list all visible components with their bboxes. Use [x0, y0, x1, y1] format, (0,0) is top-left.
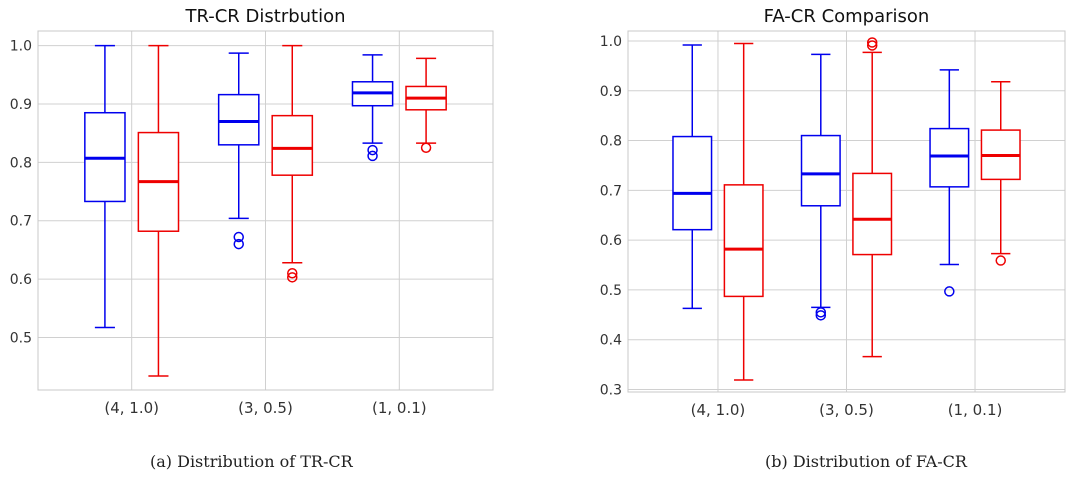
x-tick-label: (4, 1.0)	[104, 399, 159, 417]
box-group	[405, 57, 447, 153]
y-tick-label: 1.0	[600, 34, 622, 50]
outlier-point	[287, 272, 298, 283]
box-group	[137, 44, 180, 377]
caption-fa-cr: (b) Distribution of FA-CR	[765, 452, 967, 471]
outlier-point	[420, 142, 432, 153]
box-iqr	[723, 184, 764, 298]
y-tick-label: 0.8	[600, 134, 622, 150]
plot-frame	[627, 30, 1066, 393]
plot-frame	[37, 30, 494, 391]
chart-panel-tr-cr: 0.5 0.6 0.7 0.8 0.9 1.0 (4, 1.0) (3, 0.5) (1, 0.…	[0, 0, 543, 487]
y-tick-label: 0.9	[10, 97, 32, 113]
x-tick-label: (3, 0.5)	[238, 399, 293, 417]
y-tick-label: 0.7	[600, 183, 622, 199]
x-tick-label: (1, 0.1)	[948, 401, 1003, 419]
outlier-point	[233, 231, 244, 243]
outlier-point	[367, 150, 378, 162]
chart-title: FA-CR Comparison	[764, 6, 930, 27]
box-iqr	[852, 172, 893, 256]
box-group	[852, 37, 893, 358]
outlier-point	[233, 238, 244, 250]
y-tick-label: 1.0	[10, 39, 32, 55]
y-tick-label: 0.6	[600, 233, 622, 249]
outlier-point	[944, 286, 955, 297]
x-tick-label: (3, 0.5)	[819, 401, 874, 419]
outlier-point	[866, 37, 878, 48]
chart-title: TR-CR Distrbution	[184, 6, 345, 27]
fa-cr-boxplot-svg: 0.3 0.4 0.5 0.6 0.7 0.8 0.9 1.0 (4, 1.0) (3, 0.5)…	[600, 6, 1066, 419]
y-tick-label: 0.6	[10, 272, 32, 288]
outlier-point	[287, 268, 298, 279]
y-tick-label: 0.4	[600, 333, 622, 349]
y-tick-label: 0.8	[10, 155, 32, 171]
box-iqr	[217, 93, 260, 146]
outlier-point	[995, 255, 1006, 266]
box-group	[800, 53, 841, 321]
y-tick-label: 0.9	[600, 84, 622, 100]
x-tick-label: (4, 1.0)	[691, 401, 746, 419]
y-tick-label: 0.5	[600, 283, 622, 299]
box-group	[672, 44, 713, 310]
outlier-point	[815, 310, 827, 321]
box-group	[217, 52, 260, 250]
outlier-point	[815, 307, 827, 318]
box-iqr	[271, 114, 314, 176]
tr-cr-boxplot-svg: 0.5 0.6 0.7 0.8 0.9 1.0 (4, 1.0) (3, 0.5) (1, 0.…	[10, 6, 494, 417]
chart-panel-fa-cr: 0.3 0.4 0.5 0.6 0.7 0.8 0.9 1.0 (4, 1.0) (3, 0.5)…	[543, 0, 1086, 487]
box-group	[980, 81, 1021, 266]
box-iqr	[929, 127, 970, 188]
x-tick-label: (1, 0.1)	[372, 399, 427, 417]
box-iqr	[800, 134, 841, 207]
box-group	[723, 42, 764, 381]
box-group	[271, 44, 314, 283]
outlier-point	[866, 40, 878, 51]
box-group	[929, 69, 970, 297]
outlier-point	[367, 144, 378, 156]
y-tick-label: 0.5	[10, 330, 32, 346]
y-tick-label: 0.3	[600, 383, 622, 399]
y-tick-label: 0.7	[10, 214, 32, 230]
box-iqr	[672, 135, 713, 231]
box-group	[84, 44, 126, 329]
caption-tr-cr: (a) Distribution of TR-CR	[150, 452, 353, 471]
box-group	[351, 54, 394, 162]
